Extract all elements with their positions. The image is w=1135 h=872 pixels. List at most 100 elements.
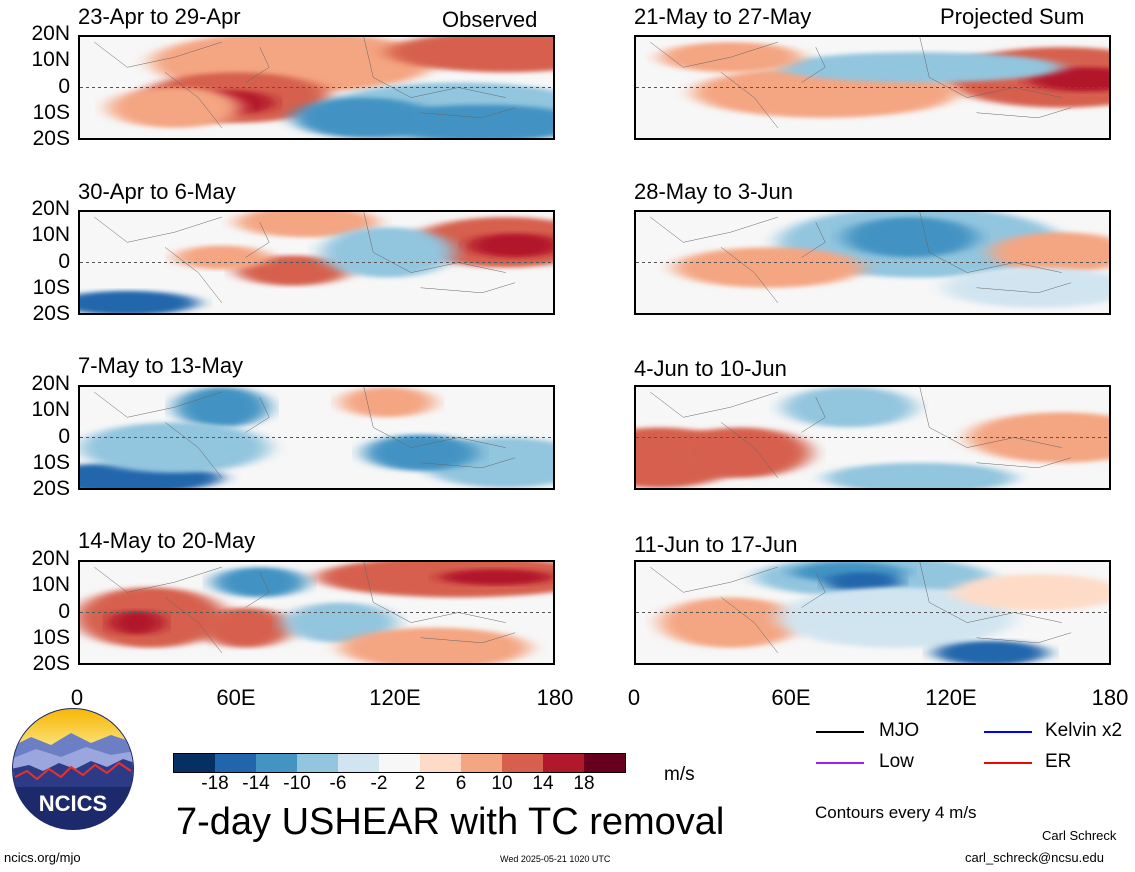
colorbar-tick-label: -18 bbox=[201, 773, 229, 794]
legend-er-line bbox=[984, 762, 1032, 764]
units-label: m/s bbox=[664, 764, 695, 785]
map-panel bbox=[634, 35, 1111, 140]
shading-region bbox=[292, 97, 435, 138]
lat-label: 0 bbox=[58, 600, 70, 623]
lat-label: 20S bbox=[32, 477, 70, 500]
colorbar-swatch bbox=[338, 754, 379, 772]
shading-region bbox=[321, 227, 454, 278]
author-email[interactable]: carl_schreck@ncsu.edu bbox=[965, 850, 1104, 865]
shading-region bbox=[825, 462, 1015, 488]
shading-field bbox=[636, 562, 1109, 663]
colorbar-swatch bbox=[256, 754, 297, 772]
legend-mjo-line bbox=[816, 731, 864, 733]
lon-label: 120E bbox=[369, 685, 421, 710]
colorbar-tick-label: 2 bbox=[414, 773, 426, 794]
coastline bbox=[94, 387, 515, 478]
legend-mjo-label: MJO bbox=[879, 720, 920, 741]
shading-region bbox=[108, 610, 166, 635]
coastline bbox=[650, 212, 1071, 303]
contours-note: Contours every 4 m/s bbox=[815, 803, 977, 822]
lat-label: 20N bbox=[31, 22, 70, 45]
coastline bbox=[650, 562, 1071, 653]
map-panel bbox=[634, 210, 1111, 315]
panel-title: 30-Apr to 6-May bbox=[78, 179, 236, 204]
lat-label: 0 bbox=[58, 75, 70, 98]
shading-field bbox=[636, 212, 1109, 308]
lon-label: 180 bbox=[536, 685, 574, 710]
projected-sum-label: Projected Sum bbox=[940, 4, 1085, 29]
shading-region bbox=[777, 587, 1015, 648]
shading-region bbox=[340, 627, 530, 663]
lon-label: 0 bbox=[627, 685, 641, 710]
shading-region bbox=[943, 267, 1109, 308]
colorbar-tick-label: -14 bbox=[242, 773, 270, 794]
map-panel bbox=[634, 560, 1111, 665]
colorbar-tick-label: -10 bbox=[283, 773, 311, 794]
colorbar-tick-label: 18 bbox=[573, 773, 595, 794]
lat-label: 10S bbox=[32, 626, 70, 649]
lat-label: 20N bbox=[31, 197, 70, 220]
shading-region bbox=[340, 387, 435, 418]
lon-label: 180 bbox=[1091, 685, 1129, 710]
panel-title: 28-May to 3-Jun bbox=[634, 179, 793, 204]
shading-region bbox=[439, 569, 553, 586]
shading-region bbox=[387, 37, 553, 73]
ncics-logo: NCICS bbox=[12, 708, 134, 830]
panel-title: 23-Apr to 29-Apr bbox=[78, 4, 241, 29]
lat-label: 10N bbox=[31, 398, 70, 421]
coastline bbox=[94, 562, 515, 653]
shading-field bbox=[80, 562, 553, 663]
lat-label: 0 bbox=[58, 425, 70, 448]
shading-region bbox=[777, 52, 1062, 83]
legend-low-label: Low bbox=[879, 751, 914, 772]
shading-region bbox=[363, 434, 478, 471]
legend-er-label: ER bbox=[1045, 751, 1072, 772]
shading-field bbox=[636, 387, 1109, 488]
site-link[interactable]: ncics.org/mjo bbox=[4, 850, 81, 865]
lon-label: 120E bbox=[925, 685, 977, 710]
shading-region bbox=[80, 422, 270, 473]
shading-region bbox=[782, 387, 916, 428]
main-title: 7-day USHEAR with TC removal bbox=[176, 801, 725, 843]
legend-low-line bbox=[816, 762, 864, 764]
coastline bbox=[94, 212, 515, 303]
shading-region bbox=[236, 212, 378, 238]
lon-label: 60E bbox=[216, 685, 256, 710]
shading-region bbox=[80, 290, 199, 313]
lat-label: 10S bbox=[32, 101, 70, 124]
shading-region bbox=[174, 245, 270, 270]
lat-label: 0 bbox=[58, 250, 70, 273]
panel-title: 11-Jun to 17-Jun bbox=[634, 532, 798, 557]
map-panel bbox=[78, 560, 555, 665]
shading-region bbox=[673, 247, 864, 288]
coastline bbox=[650, 37, 1071, 128]
lat-label: 10S bbox=[32, 276, 70, 299]
colorbar-swatch bbox=[543, 754, 584, 772]
author-name: Carl Schreck bbox=[1042, 828, 1117, 843]
lat-label: 20N bbox=[31, 547, 70, 570]
shading-region bbox=[844, 217, 977, 258]
colorbar-swatch bbox=[502, 754, 543, 772]
lat-label: 10N bbox=[31, 573, 70, 596]
colorbar-swatch bbox=[420, 754, 461, 772]
legend-kelvin-label: Kelvin x2 bbox=[1045, 720, 1123, 741]
colorbar-swatch bbox=[297, 754, 338, 772]
colorbar-tick-label: -6 bbox=[329, 773, 347, 794]
lon-label: 0 bbox=[70, 685, 84, 710]
colorbar-swatch bbox=[461, 754, 502, 772]
colorbar-tick-label: -2 bbox=[370, 773, 388, 794]
lat-label: 20S bbox=[32, 302, 70, 325]
map-panel bbox=[634, 385, 1111, 490]
coastline bbox=[650, 387, 1071, 478]
shading-region bbox=[952, 574, 1109, 611]
map-panel bbox=[78, 385, 555, 490]
lat-label: 10N bbox=[31, 48, 70, 71]
map-panel bbox=[78, 35, 555, 140]
shading-field bbox=[80, 212, 553, 313]
shading-region bbox=[174, 387, 270, 428]
colorbar-tick-label: 6 bbox=[455, 773, 467, 794]
shading-region bbox=[108, 87, 241, 128]
colorbar-swatch bbox=[215, 754, 256, 772]
panel-title: 4-Jun to 10-Jun bbox=[634, 356, 787, 381]
lat-label: 20N bbox=[31, 372, 70, 395]
